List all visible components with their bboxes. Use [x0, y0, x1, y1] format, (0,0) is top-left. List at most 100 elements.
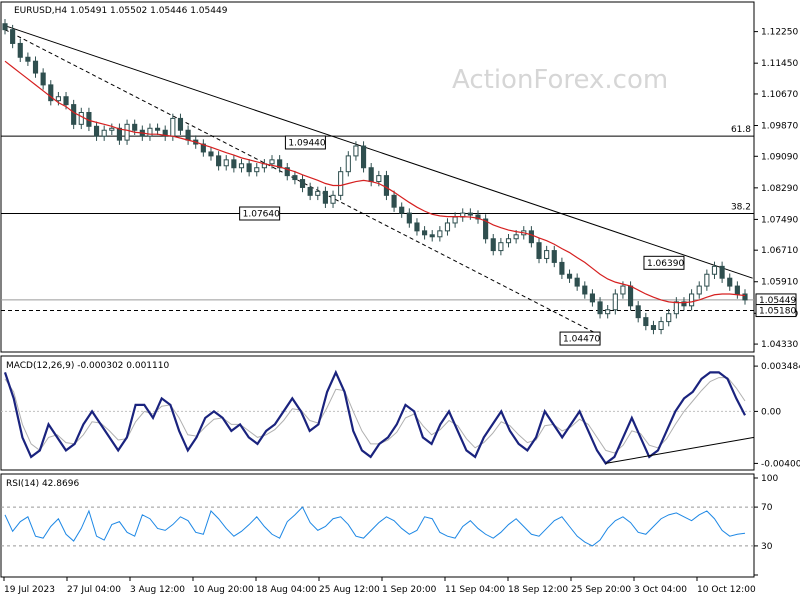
candle-body — [597, 301, 603, 315]
candle-body — [399, 206, 405, 214]
macd-main-line — [3, 369, 746, 465]
candle-body — [666, 313, 672, 323]
candle-body — [116, 127, 123, 141]
rsi-tick-label: 30 — [761, 542, 773, 552]
candle-body — [360, 145, 367, 169]
macd-tick-label: 0.003484 — [761, 362, 800, 372]
candle-body — [566, 273, 573, 279]
candle-body — [437, 230, 443, 238]
candle-body — [338, 171, 344, 196]
candle-body — [155, 127, 161, 131]
candle-body — [704, 273, 710, 287]
candle-body — [414, 222, 420, 232]
candle-body — [582, 285, 588, 295]
symbol-header: EURUSD,H4 1.05491 1.05502 1.05446 1.0544… — [14, 6, 228, 16]
time-tick-label: 1 Sep 20:00 — [382, 585, 437, 595]
time-tick-label: 3 Oct 04:00 — [634, 585, 687, 595]
candle-body — [330, 194, 336, 204]
candle-body — [269, 159, 275, 165]
candle-body — [246, 163, 252, 173]
candle-body — [452, 216, 458, 224]
candle-body — [559, 261, 565, 275]
candle-body — [170, 117, 176, 137]
candle-body — [322, 190, 328, 204]
price-label-box — [559, 331, 601, 346]
candle-body — [284, 167, 290, 177]
rsi-tick-label: 70 — [761, 503, 773, 513]
price-tick-label: 1.06710 — [761, 246, 798, 256]
price-label-box — [284, 135, 326, 150]
time-tick-label: 19 Jul 2023 — [4, 585, 55, 595]
price-tick-label: 1.08290 — [761, 184, 798, 194]
candle-body — [727, 277, 733, 287]
candle-body — [498, 242, 504, 252]
macd-panel-frame — [0, 355, 755, 471]
candle-body — [505, 238, 512, 244]
rsi-tick-label: 100 — [761, 474, 778, 484]
price-panel-frame — [0, 1, 755, 353]
candle-body — [109, 127, 115, 131]
time-tick-label: 18 Aug 04:00 — [256, 585, 317, 595]
trendline — [4, 25, 753, 279]
rsi-panel-frame — [0, 473, 755, 578]
rsi-label: RSI(14) 42.8696 — [6, 479, 79, 489]
price-label-box — [643, 255, 685, 270]
candle-body — [513, 234, 519, 240]
rsi-line — [4, 506, 746, 547]
price-tick-label: 1.09870 — [761, 122, 798, 132]
candle-body — [162, 129, 168, 137]
candle-body — [689, 293, 695, 307]
candlesticks — [2, 18, 748, 335]
price-tick-label: 1.12250 — [761, 28, 798, 38]
candle-body — [574, 277, 580, 287]
candle-body — [25, 56, 31, 62]
candle-body — [612, 293, 618, 311]
time-tick-label: 10 Oct 12:00 — [697, 585, 756, 595]
candle-body — [307, 186, 313, 196]
candle-body — [254, 167, 260, 173]
candle-body — [238, 163, 245, 169]
candle-body — [483, 218, 489, 240]
candle-body — [177, 117, 184, 131]
candle-body — [467, 212, 473, 216]
candle-body — [101, 129, 107, 137]
candle-body — [658, 321, 664, 330]
candle-body — [536, 242, 542, 259]
candle-body — [277, 159, 283, 169]
candle-body — [32, 60, 39, 74]
level-label: 61.8 — [731, 125, 751, 135]
price-label: 1.04470 — [563, 335, 600, 345]
candle-body — [681, 301, 687, 307]
current-price-tag — [755, 304, 797, 318]
time-tick-label: 25 Aug 12:00 — [319, 585, 380, 595]
candle-body — [719, 265, 725, 279]
candle-body — [627, 285, 634, 307]
candle-body — [10, 29, 16, 44]
time-tick-label: 27 Jul 04:00 — [67, 585, 121, 595]
candle-body — [528, 230, 534, 244]
candle-body — [742, 293, 748, 301]
candle-body — [391, 194, 397, 208]
candle-body — [475, 214, 481, 220]
candle-body — [422, 230, 428, 236]
candle-body — [216, 155, 222, 167]
time-axis: 19 Jul 2023 27 Jul 04:00 3 Aug 12:00 10 Aug… — [3, 577, 756, 595]
candle-body — [48, 84, 54, 102]
candle-body — [200, 143, 206, 153]
candle-body — [406, 212, 412, 224]
price-tick-label: 1.07490 — [761, 215, 798, 225]
candle-body — [17, 42, 23, 58]
time-tick-label: 18 Sep 12:00 — [508, 585, 568, 595]
candle-body — [490, 238, 496, 252]
level-label: 38.2 — [731, 202, 751, 212]
price-tick-label: 1.04330 — [761, 340, 798, 350]
watermark: ActionForex.com — [452, 65, 668, 95]
candle-body — [444, 222, 451, 232]
candle-body — [40, 72, 46, 86]
candle-body — [429, 234, 435, 238]
price-labels: 1.09440 1.07640 1.06390 1.04470 — [239, 135, 685, 346]
candle-body — [223, 159, 229, 167]
